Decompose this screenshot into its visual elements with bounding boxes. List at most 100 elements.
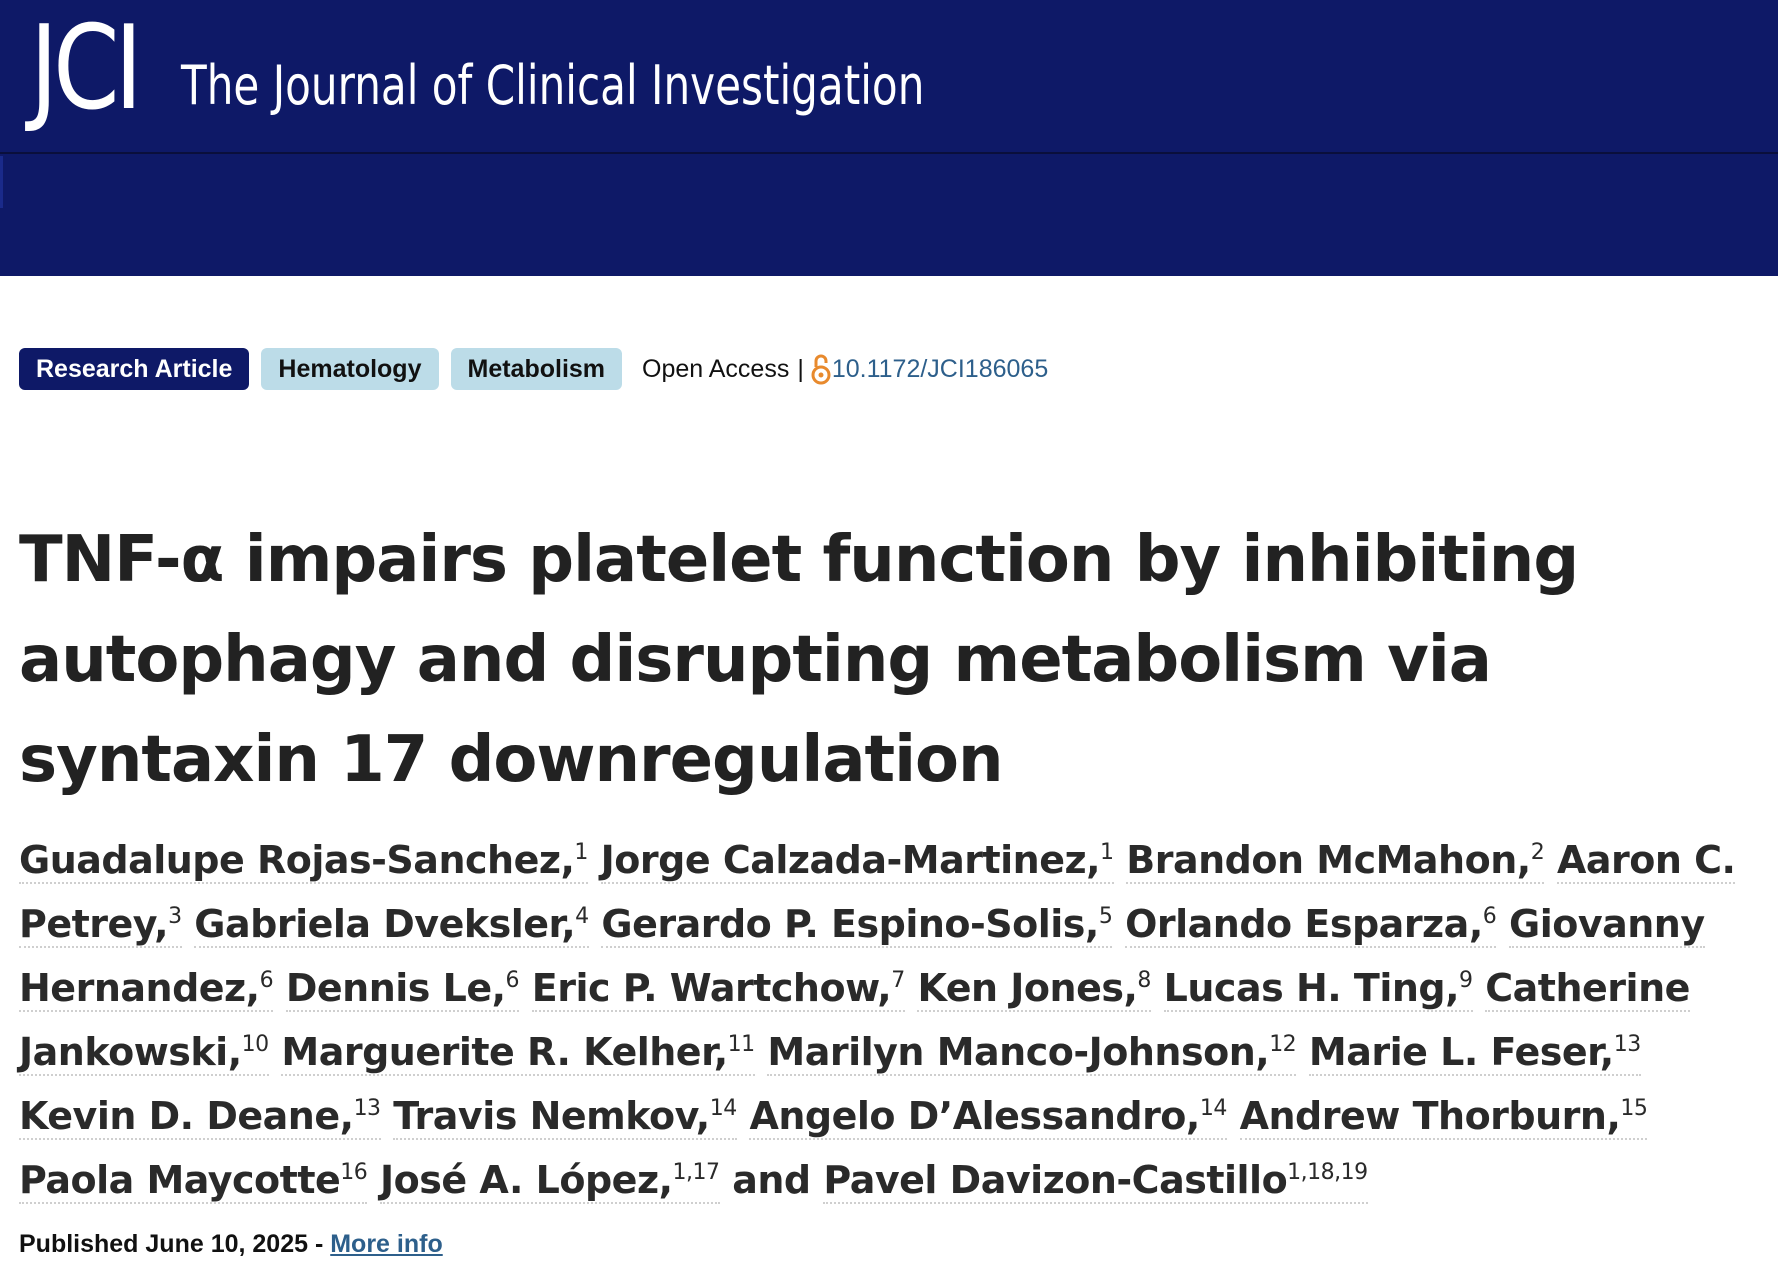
author-separator: , <box>561 902 576 946</box>
author-separator: , <box>154 902 169 946</box>
author-separator: , <box>1599 1030 1614 1074</box>
jci-logo: JCI <box>30 1 143 136</box>
author-separator: , <box>227 1030 242 1074</box>
author-conjunction: and <box>732 1158 811 1202</box>
author-name-text: Andrew Thorburn <box>1239 1094 1607 1138</box>
author-name-text: Aaron C. Petrey <box>19 838 1736 946</box>
badge-metabolism[interactable]: Metabolism <box>450 348 623 390</box>
author-name[interactable]: Gabriela Dveksler,4 <box>194 902 589 948</box>
author-name[interactable]: Pavel Davizon-Castillo1,18,19 <box>823 1158 1368 1204</box>
author-separator: , <box>658 1158 673 1202</box>
author-affiliation: 7 <box>891 968 905 993</box>
author-name-text: Travis Nemkov <box>393 1094 696 1138</box>
author-affiliation: 13 <box>353 1096 382 1121</box>
author-affiliation: 10 <box>241 1032 270 1057</box>
author-separator: , <box>1516 838 1531 882</box>
author-separator: , <box>245 966 260 1010</box>
author-name[interactable]: Giovanny Hernandez,6 <box>19 902 1705 1012</box>
author-affiliation: 12 <box>1269 1032 1297 1057</box>
badge-research-article[interactable]: Research Article <box>19 348 250 390</box>
author-name[interactable]: Jorge Calzada-Martinez,1 <box>600 838 1114 884</box>
author-name-text: Pavel Davizon-Castillo <box>823 1158 1288 1202</box>
author-separator: , <box>877 966 892 1010</box>
author-affiliation: 6 <box>1482 904 1497 929</box>
author-name[interactable]: Guadalupe Rojas-Sanchez,1 <box>19 838 588 884</box>
author-affiliation: 5 <box>1098 904 1113 929</box>
author-name[interactable]: Orlando Esparza,6 <box>1125 902 1497 948</box>
header-brand-bar: JCI The Journal of Clinical Investigatio… <box>0 0 1778 154</box>
author-separator: , <box>1445 966 1460 1010</box>
author-name[interactable]: Lucas H. Ting,9 <box>1163 966 1473 1012</box>
author-name[interactable]: Marilyn Manco-Johnson,12 <box>767 1030 1297 1076</box>
author-name[interactable]: Paola Maycotte16 <box>19 1158 368 1204</box>
author-affiliation: 1 <box>574 840 588 865</box>
author-name-text: Marie L. Feser <box>1308 1030 1600 1074</box>
author-name[interactable]: Eric P. Wartchow,7 <box>531 966 905 1012</box>
open-access-label: Open Access <box>642 354 790 383</box>
badge-hematology[interactable]: Hematology <box>261 348 439 390</box>
author-name[interactable]: Angelo D’Alessandro,14 <box>749 1094 1228 1140</box>
site-header: JCI The Journal of Clinical Investigatio… <box>0 0 1778 276</box>
author-name-text: Marguerite R. Kelher <box>281 1030 714 1074</box>
author-name[interactable]: José A. López,1,17 <box>380 1158 720 1204</box>
author-separator: , <box>713 1030 728 1074</box>
author-separator: , <box>560 838 575 882</box>
nav-bar-edge <box>0 156 3 208</box>
author-name-text: Giovanny Hernandez <box>19 902 1705 1010</box>
author-name[interactable]: Aaron C. Petrey,3 <box>19 838 1736 948</box>
author-affiliation: 14 <box>1199 1096 1228 1121</box>
author-name-text: Catherine Jankowski <box>19 966 1690 1074</box>
author-separator: , <box>1255 1030 1270 1074</box>
author-name-text: Dennis Le <box>285 966 492 1010</box>
doi-link[interactable]: 10.1172/JCI186065 <box>831 354 1049 383</box>
author-separator: , <box>1084 902 1099 946</box>
author-separator: , <box>1086 838 1101 882</box>
published-date: Published June 10, 2025 <box>19 1230 309 1258</box>
author-list: Guadalupe Rojas-Sanchez,1 Jorge Calzada-… <box>19 828 1759 1212</box>
author-affiliation: 3 <box>168 904 182 929</box>
author-affiliation: 9 <box>1459 968 1473 993</box>
author-separator: , <box>1606 1094 1621 1138</box>
author-affiliation: 6 <box>505 968 520 993</box>
journal-logo-link[interactable]: JCI The Journal of Clinical Investigatio… <box>30 1 1135 136</box>
author-name-text: Brandon McMahon <box>1126 838 1517 882</box>
author-affiliation: 6 <box>259 968 274 993</box>
meta-separator: | <box>797 354 804 383</box>
published-info: Published June 10, 2025 - More info <box>19 1230 443 1259</box>
author-name-text: Lucas H. Ting <box>1163 966 1446 1010</box>
author-name-text: José A. López <box>380 1158 659 1202</box>
author-name[interactable]: Catherine Jankowski,10 <box>19 966 1690 1076</box>
author-name[interactable]: Travis Nemkov,14 <box>393 1094 737 1140</box>
author-name-text: Paola Maycotte <box>19 1158 341 1202</box>
author-name-text: Angelo D’Alessandro <box>749 1094 1186 1138</box>
author-name-text: Eric P. Wartchow <box>531 966 878 1010</box>
more-info-link[interactable]: More info <box>330 1230 443 1258</box>
author-name[interactable]: Brandon McMahon,2 <box>1126 838 1545 884</box>
author-name[interactable]: Ken Jones,8 <box>917 966 1151 1012</box>
author-name[interactable]: Gerardo P. Espino-Solis,5 <box>601 902 1113 948</box>
author-separator: , <box>695 1094 710 1138</box>
author-separator: , <box>339 1094 354 1138</box>
author-name[interactable]: Marie L. Feser,13 <box>1308 1030 1642 1076</box>
published-separator: - <box>308 1230 331 1258</box>
author-separator: , <box>1468 902 1483 946</box>
author-separator: , <box>1185 1094 1200 1138</box>
author-name[interactable]: Kevin D. Deane,13 <box>19 1094 381 1140</box>
author-name[interactable]: Marguerite R. Kelher,11 <box>281 1030 755 1076</box>
article-meta-row: Research Article Hematology Metabolism O… <box>19 348 1048 390</box>
author-affiliation: 4 <box>575 904 589 929</box>
author-affiliation: 15 <box>1620 1096 1648 1121</box>
author-name-text: Gabriela Dveksler <box>194 902 562 946</box>
author-name-text: Ken Jones <box>917 966 1124 1010</box>
author-affiliation: 2 <box>1530 840 1545 865</box>
author-affiliation: 1,18,19 <box>1287 1160 1368 1185</box>
author-affiliation: 1 <box>1100 840 1114 865</box>
author-affiliation: 13 <box>1613 1032 1642 1057</box>
journal-name: The Journal of Clinical Investigation <box>181 54 925 117</box>
author-name-text: Jorge Calzada-Martinez <box>600 838 1087 882</box>
author-name-text: Marilyn Manco-Johnson <box>767 1030 1256 1074</box>
author-name[interactable]: Andrew Thorburn,15 <box>1239 1094 1648 1140</box>
author-name[interactable]: Dennis Le,6 <box>285 966 520 1012</box>
author-name-text: Gerardo P. Espino-Solis <box>601 902 1085 946</box>
open-access-lock-icon <box>811 354 831 385</box>
